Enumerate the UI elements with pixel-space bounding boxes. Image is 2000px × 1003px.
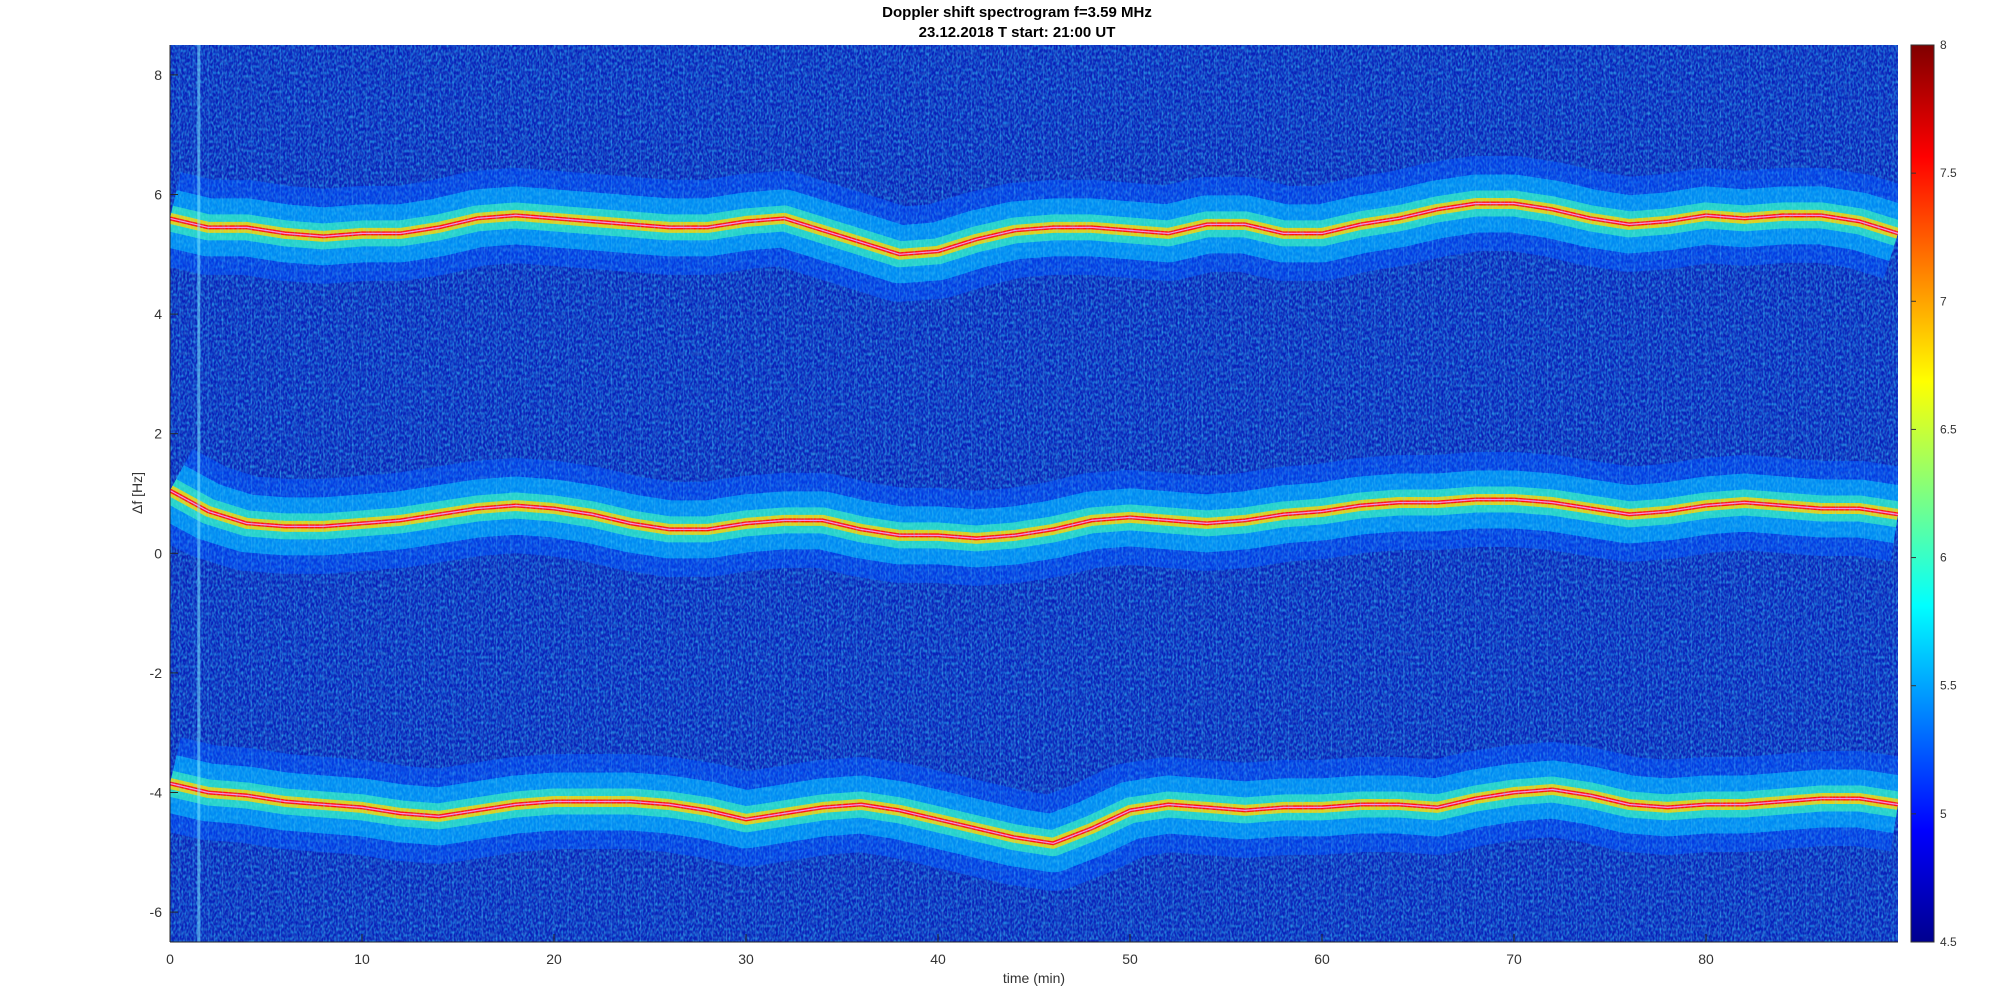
x-tick-label: 50 <box>1122 951 1138 967</box>
x-tick-label: 60 <box>1314 951 1330 967</box>
colorbar-tick-label: 6.5 <box>1940 422 1957 436</box>
y-axis: -6 -4 -2 0 2 4 6 8 <box>150 45 178 942</box>
x-tick-label: 80 <box>1698 951 1714 967</box>
colorbar-tick-label: 5.5 <box>1940 679 1957 693</box>
y-axis-label: Δf [Hz] <box>129 472 145 514</box>
x-axis: 0 10 20 30 40 50 60 70 80 <box>166 934 1898 967</box>
plot-area <box>170 45 1898 942</box>
colorbar-tick-label: 4.5 <box>1940 935 1957 949</box>
y-tick-label: 2 <box>154 426 162 442</box>
x-tick-label: 0 <box>166 951 174 967</box>
colorbar-tick-label: 7 <box>1940 294 1947 308</box>
y-tick-label: -4 <box>150 785 163 801</box>
colorbar-tick-label: 7.5 <box>1940 166 1957 180</box>
chart-subtitle: 23.12.2018 T start: 21:00 UT <box>918 24 1116 41</box>
y-tick-label: 0 <box>154 545 162 561</box>
y-tick-label: -2 <box>150 665 163 681</box>
x-axis-label: time (min) <box>1003 970 1065 986</box>
x-tick-label: 10 <box>354 951 370 967</box>
band-speckle <box>170 45 1898 942</box>
y-tick-label: 8 <box>154 67 162 83</box>
x-tick-label: 30 <box>738 951 754 967</box>
chart-title: Doppler shift spectrogram f=3.59 MHz <box>882 4 1152 21</box>
x-tick-label: 20 <box>546 951 562 967</box>
colorbar-tick-label: 6 <box>1940 551 1947 565</box>
colorbar: 4.5 5 5.5 6 6.5 7 7.5 8 <box>1910 38 1957 949</box>
y-tick-label: 4 <box>154 306 162 322</box>
y-tick-label: -6 <box>150 904 163 920</box>
colorbar-gradient <box>1910 44 1935 943</box>
colorbar-tick-label: 8 <box>1940 38 1947 52</box>
y-tick-label: 6 <box>154 187 162 203</box>
x-tick-label: 70 <box>1506 951 1522 967</box>
x-tick-label: 40 <box>930 951 946 967</box>
colorbar-tick-label: 5 <box>1940 807 1947 821</box>
